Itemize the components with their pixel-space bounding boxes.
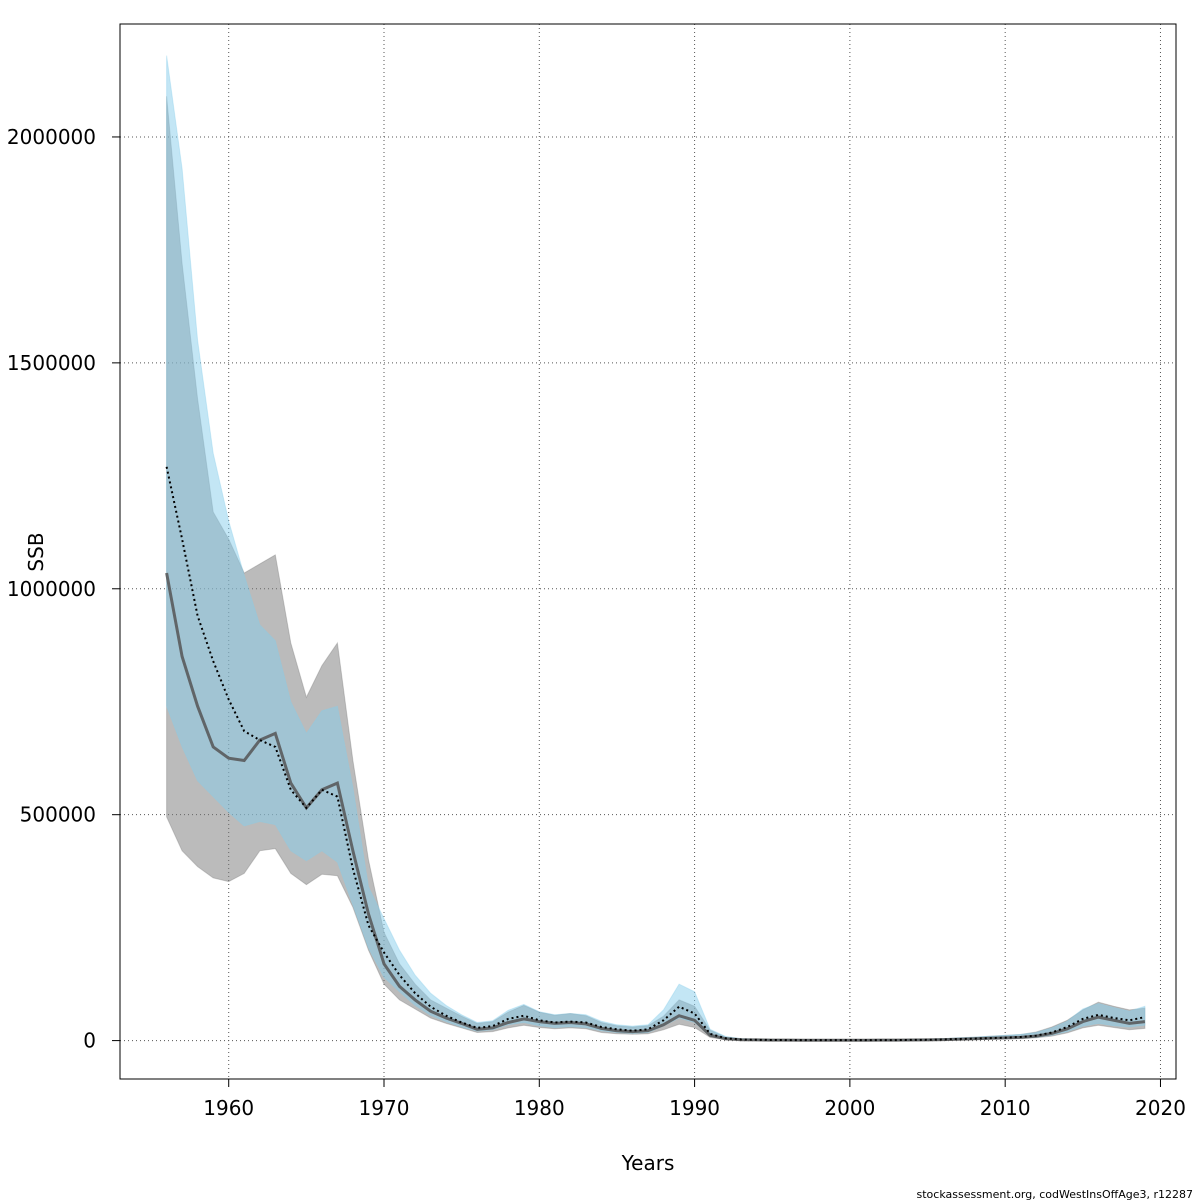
grid-lines (120, 24, 1176, 1079)
y-axis: 0 500000 1000000 1500000 2000000 (7, 125, 120, 1053)
x-axis: 1960 1970 1980 1990 2000 2010 2020 (203, 1079, 1186, 1120)
x-axis-title: Years (621, 1151, 675, 1175)
x-tick-label: 2000 (824, 1096, 875, 1120)
x-tick-label: 1990 (669, 1096, 720, 1120)
confidence-band-2 (166, 55, 1146, 1041)
y-tick-label: 500000 (20, 803, 96, 827)
x-tick-label: 1970 (359, 1096, 410, 1120)
y-tick-label: 1000000 (7, 577, 96, 601)
series-lines (165, 466, 1146, 1042)
confidence-bands (166, 55, 1146, 1041)
confidence-band-1 (166, 96, 1146, 1041)
y-axis-title: SSB (24, 532, 48, 571)
footer-caption: stockassessment.org, codWestInsOffAge3, … (917, 1188, 1194, 1200)
x-tick-label: 1960 (203, 1096, 254, 1120)
y-tick-label: 0 (83, 1029, 96, 1053)
x-tick-label: 1980 (514, 1096, 565, 1120)
y-tick-label: 1500000 (7, 351, 96, 375)
plot-frame (119, 23, 1177, 1080)
y-tick-label: 2000000 (7, 125, 96, 149)
series-line-1 (165, 572, 1146, 1042)
x-tick-label: 2020 (1135, 1096, 1186, 1120)
x-tick-label: 2010 (980, 1096, 1031, 1120)
